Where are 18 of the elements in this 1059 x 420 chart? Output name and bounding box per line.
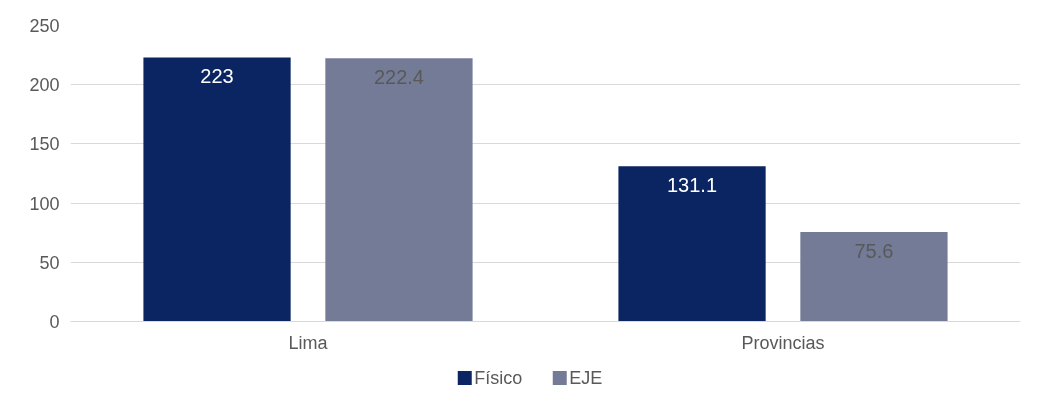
data-label: 223 xyxy=(200,65,234,88)
legend-label: Físico xyxy=(474,368,523,388)
data-label: 75.6 xyxy=(854,239,894,262)
data-label: 131.1 xyxy=(667,174,718,197)
bar xyxy=(325,58,473,322)
y-tick-label: 250 xyxy=(29,16,60,36)
bar xyxy=(618,166,766,322)
y-tick-label: 0 xyxy=(49,312,60,332)
x-tick-label: Provincias xyxy=(741,332,825,353)
y-tick-label: 100 xyxy=(29,193,60,214)
x-tick-label: Lima xyxy=(288,332,329,353)
legend-label: EJE xyxy=(569,368,603,388)
data-label: 222.4 xyxy=(373,66,424,89)
y-tick-label: 50 xyxy=(39,252,60,273)
bar xyxy=(143,57,291,322)
y-tick-label: 200 xyxy=(29,75,60,96)
y-tick-label: 150 xyxy=(29,134,60,155)
bar xyxy=(800,231,948,322)
